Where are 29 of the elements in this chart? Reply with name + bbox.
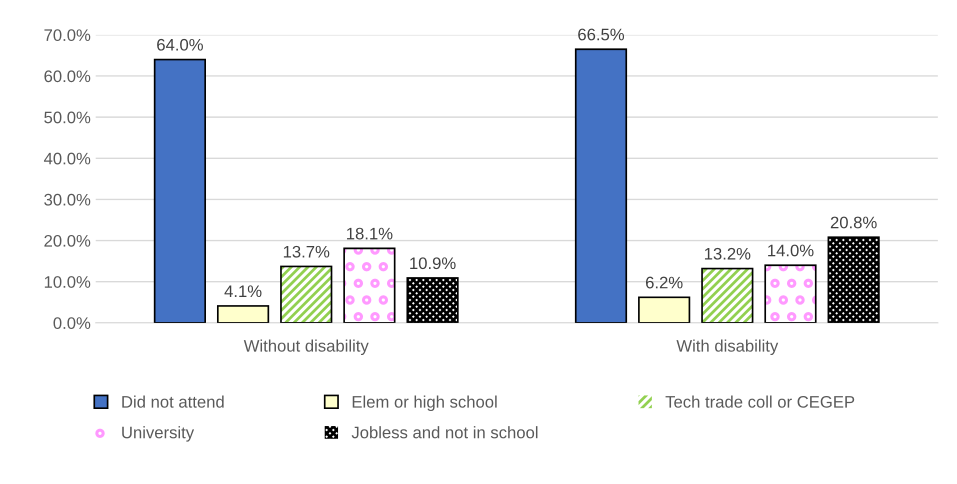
text: 6.2% xyxy=(646,276,683,288)
bar xyxy=(638,296,690,323)
text: 64.0% xyxy=(157,38,203,51)
text: 10.9% xyxy=(410,257,456,270)
legend-label: Elem or high school xyxy=(352,396,497,412)
y-tick-label: 40.0% xyxy=(44,152,90,164)
text: 20.8% xyxy=(830,216,877,228)
text: 14.0% xyxy=(768,244,814,256)
bar xyxy=(574,48,628,323)
y-tick-label: 10.0% xyxy=(44,276,90,288)
legend-label: Tech trade coll or CEGEP xyxy=(666,396,854,408)
text: 18.1% xyxy=(347,228,392,240)
text: 4.1% xyxy=(224,285,262,298)
legend-label: Did not attend xyxy=(122,396,224,408)
y-tick-label: 60.0% xyxy=(44,70,90,82)
text: 13.7% xyxy=(284,246,330,258)
y-tick-label: 20.0% xyxy=(44,234,90,247)
x-tick-label: Without disability xyxy=(244,339,369,356)
legend-label: Jobless and not in school xyxy=(352,426,538,438)
text: 66.5% xyxy=(578,28,624,40)
text: 13.2% xyxy=(704,248,750,260)
y-tick-label: 30.0% xyxy=(44,194,90,206)
y-tick-label: 0.0% xyxy=(54,317,90,330)
legend-label: University xyxy=(122,426,194,442)
bar xyxy=(216,305,270,323)
y-tick-label: 50.0% xyxy=(44,112,90,124)
y-tick-label: 70.0% xyxy=(44,29,90,42)
bar xyxy=(154,58,206,323)
x-tick-label: With disability xyxy=(676,339,778,356)
